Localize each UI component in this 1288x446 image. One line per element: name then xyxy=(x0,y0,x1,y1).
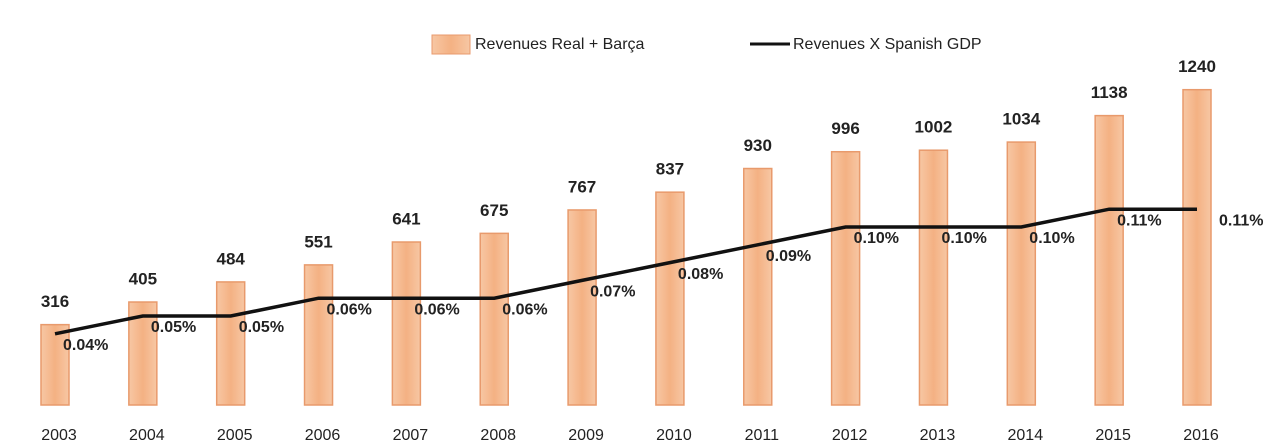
legend-swatch xyxy=(432,35,470,54)
line-value-label: 0.10% xyxy=(854,230,899,247)
line-value-label: 0.06% xyxy=(327,301,372,318)
bar xyxy=(832,152,860,405)
line-value-label: 0.08% xyxy=(678,266,723,283)
line-value-label: 0.09% xyxy=(766,248,811,265)
bar-value-label: 996 xyxy=(831,119,859,138)
x-tick-label: 2005 xyxy=(217,427,253,444)
x-tick-label: 2012 xyxy=(832,427,868,444)
bar xyxy=(744,169,772,405)
x-tick-label: 2016 xyxy=(1183,427,1219,444)
bar xyxy=(1183,90,1211,405)
bar-value-label: 1002 xyxy=(915,118,953,137)
x-tick-label: 2004 xyxy=(129,427,165,444)
bar xyxy=(656,192,684,405)
bar xyxy=(1095,116,1123,405)
bar xyxy=(568,210,596,405)
legend-label: Revenues Real + Barça xyxy=(475,36,645,53)
chart: Revenues Real + Barça Revenues X Spanish … xyxy=(0,0,1288,446)
x-tick-label: 2009 xyxy=(568,427,604,444)
bar-value-label: 1138 xyxy=(1091,83,1128,102)
line-value-label: 0.11% xyxy=(1117,212,1161,229)
line-value-label: 0.05% xyxy=(151,319,196,336)
line-value-label: 0.05% xyxy=(239,319,284,336)
bar xyxy=(217,282,245,405)
bar-value-label: 837 xyxy=(656,160,684,179)
x-tick-label: 2008 xyxy=(480,427,516,444)
bar xyxy=(919,150,947,405)
x-tick-label: 2006 xyxy=(305,427,341,444)
bar xyxy=(392,242,420,405)
line-value-label: 0.10% xyxy=(941,230,986,247)
bar-value-label: 316 xyxy=(41,292,69,311)
x-tick-label: 2011 xyxy=(745,427,780,444)
bar-value-label: 484 xyxy=(217,249,246,268)
x-tick-label: 2010 xyxy=(656,427,692,444)
line-value-label: 0.04% xyxy=(63,337,108,354)
bar-value-label: 675 xyxy=(480,201,508,220)
bar xyxy=(480,233,508,405)
bar-value-label: 405 xyxy=(129,269,157,288)
x-tick-label: 2014 xyxy=(1008,427,1044,444)
legend: Revenues Real + Barça Revenues X Spanish … xyxy=(432,35,982,54)
legend-label: Revenues X Spanish GDP xyxy=(793,36,982,53)
line-value-label: 0.11% xyxy=(1219,212,1263,229)
bar-value-label: 930 xyxy=(744,136,772,155)
bar-value-label: 1034 xyxy=(1002,110,1040,129)
line-value-label: 0.07% xyxy=(590,284,635,301)
bar xyxy=(305,265,333,405)
bar xyxy=(1007,142,1035,405)
line-value-label: 0.06% xyxy=(414,301,459,318)
bar-value-label: 1240 xyxy=(1178,57,1216,76)
x-tick-label: 2015 xyxy=(1095,427,1131,444)
x-tick-label: 2003 xyxy=(41,427,77,444)
line-value-label: 0.06% xyxy=(502,301,547,318)
bar-value-label: 767 xyxy=(568,177,596,196)
x-tick-label: 2007 xyxy=(393,427,429,444)
bar-value-label: 641 xyxy=(392,209,420,228)
line-value-label: 0.10% xyxy=(1029,230,1074,247)
x-tick-label: 2013 xyxy=(920,427,956,444)
bar-value-label: 551 xyxy=(304,232,332,251)
